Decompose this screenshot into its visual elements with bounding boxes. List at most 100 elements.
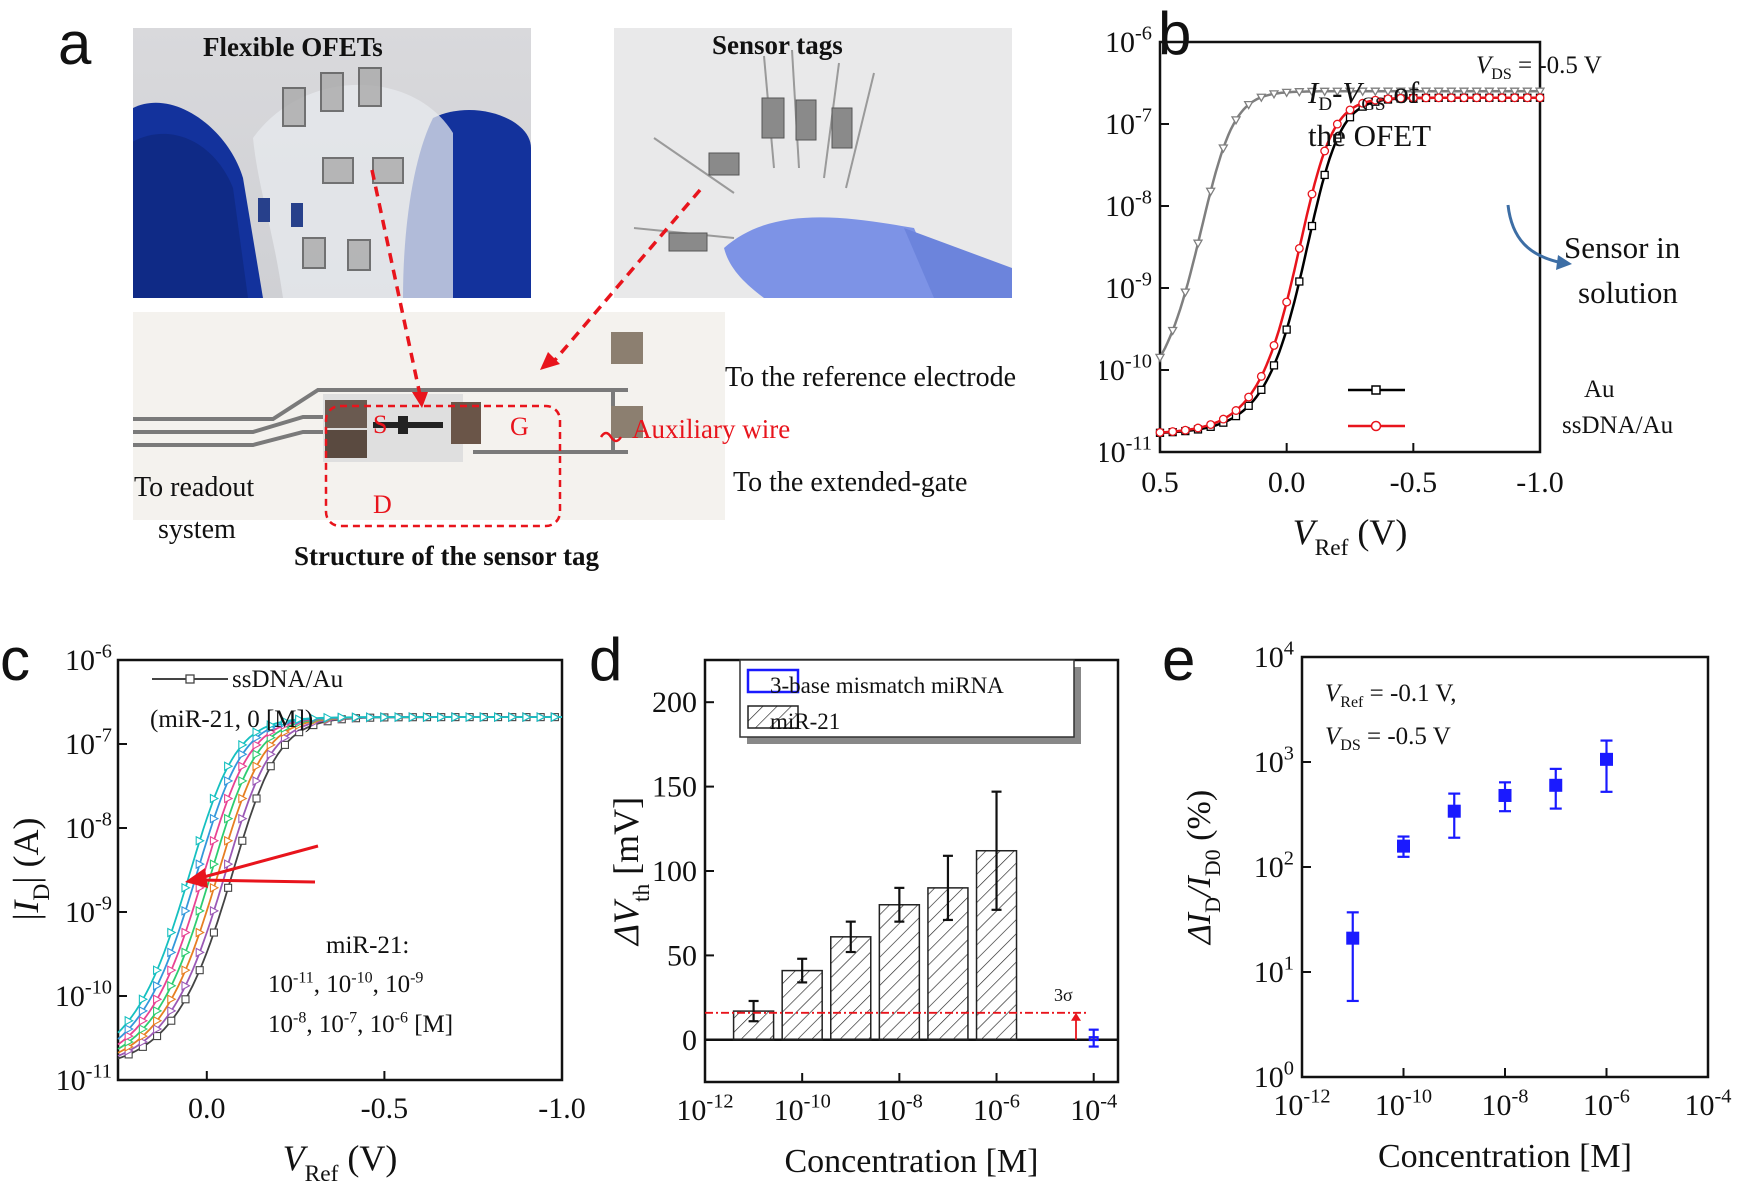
b-annot-arrowhead (1556, 255, 1572, 270)
c-point (479, 712, 490, 723)
to-extended-gate-label: To the extended-gate (733, 467, 968, 498)
e-xtick-label: 10-4 (1685, 1085, 1732, 1122)
c-conc-exp: -9 (410, 970, 424, 987)
c-point (195, 927, 205, 938)
b-point-ssdna (1256, 371, 1266, 381)
b-point-gray (1205, 187, 1216, 197)
e-cond-vsub: Ref (1340, 694, 1364, 711)
e-point (1600, 752, 1613, 766)
c-point (195, 966, 204, 975)
e-xtick-label-exp: -12 (1303, 1085, 1330, 1107)
b-point-gray (1420, 87, 1432, 97)
c-point (138, 1037, 149, 1047)
c-point (181, 995, 190, 1004)
b-vds-v: V (1476, 52, 1492, 79)
c-yaxis-title-sub: D (29, 884, 55, 901)
c-ytick-label: 10-9 (65, 892, 112, 929)
e-xtick-label-exp: -4 (1715, 1085, 1732, 1107)
c-ytick-label-base: 10 (65, 812, 95, 845)
c-point (323, 712, 333, 723)
d-xtick-label-base: 10 (774, 1094, 804, 1127)
c-point (209, 928, 218, 937)
c-point (224, 859, 234, 870)
c-legend-marker (185, 674, 195, 684)
c-conc-label: 10-9 (385, 970, 424, 999)
b-point-ssdna (1155, 428, 1165, 437)
b-ytick-label: 10-10 (1100, 350, 1152, 387)
c-point (195, 905, 205, 916)
c-point (153, 980, 163, 991)
c-point (252, 727, 262, 738)
b-point-ssdna (1446, 93, 1456, 103)
e-ytick-label-base: 10 (1254, 851, 1284, 884)
b-ytick-label: 10-7 (1105, 104, 1152, 141)
c-xaxis-title: VRef (V) (283, 1138, 398, 1181)
to-reference-label: To the reference electrode (725, 362, 1017, 393)
b-point-ssdna (1218, 414, 1228, 424)
c-point (252, 739, 262, 750)
d-xtick-label-exp: -6 (1003, 1090, 1020, 1112)
photo-sensor-tags: Sensor tags (614, 28, 1012, 298)
d-legend-mismatch: 3-base mismatch miRNA (770, 673, 1004, 698)
c-xaxis-title-main: V (283, 1138, 309, 1178)
b-ytick-label-exp: -8 (1135, 186, 1152, 208)
aux-wire-label: Auxiliary wire (632, 414, 791, 444)
c-point (209, 859, 220, 870)
b-point-gray (1319, 87, 1330, 97)
b-ytick-label-exp: -7 (1135, 104, 1152, 126)
b-point-ssdna (1484, 93, 1494, 103)
e-ytick-label-exp: 2 (1284, 847, 1294, 869)
c-point (138, 1031, 149, 1041)
b-xtick-label: 0.0 (1268, 466, 1306, 499)
c-point (138, 1005, 149, 1016)
c-point (437, 712, 447, 723)
c-point (209, 813, 220, 824)
c-ytick-label-base: 10 (65, 644, 95, 677)
to-readout-label-2: system (158, 514, 236, 545)
sensor-tags-illustration (633, 49, 1012, 298)
c-point (266, 720, 276, 730)
b-ytick-label-exp: -9 (1135, 268, 1152, 290)
e-ytick-label: 103 (1254, 742, 1294, 779)
c-ytick-label: 10-7 (65, 724, 112, 761)
c-conc-label: 10-10, (326, 970, 386, 999)
c-point (181, 965, 191, 976)
d-yaxis-title-after: [mV] (606, 797, 646, 884)
c-point (124, 1031, 134, 1041)
to-readout-label-1: To readout (134, 472, 255, 503)
c-point (351, 712, 362, 723)
c-point (238, 761, 248, 772)
c-point (167, 980, 177, 991)
c-conc-exp: -10 (351, 970, 373, 987)
c-conc-label: 10-8, (268, 1010, 319, 1039)
b-point-gray (1433, 87, 1444, 97)
b-xaxis-title-after: (V) (1348, 512, 1407, 552)
c-point (238, 836, 247, 845)
b-point-ssdna (1358, 98, 1368, 108)
e-point (1346, 931, 1360, 945)
c-point (522, 712, 532, 723)
panel-letter-d: d (589, 626, 623, 693)
b-title: ID-VGS of the OFET (1308, 74, 1431, 156)
d-xtick-label-exp: -8 (906, 1090, 923, 1112)
aux-wire-tilde (599, 431, 623, 443)
e-ytick-label-exp: 1 (1284, 952, 1294, 974)
c-point (224, 883, 233, 892)
c-point (138, 1015, 149, 1026)
d-xtick-label-base: 10 (876, 1094, 906, 1127)
b-point-ssdna (1320, 146, 1330, 156)
b-point-gray (1344, 87, 1356, 97)
label-d: D (373, 490, 392, 519)
e-cond-rest2: = -0.5 V (1360, 723, 1451, 750)
photo1-caption: Flexible OFETs (203, 32, 383, 62)
b-point-gray (1357, 87, 1368, 97)
d-xaxis-title: Concentration [M] (785, 1143, 1039, 1180)
b-title-of: of (1385, 75, 1420, 110)
label-s: S (373, 410, 388, 439)
e-ytick-label-exp: 4 (1284, 637, 1294, 659)
b-ytick-label-exp: -11 (1126, 432, 1152, 454)
b-vds-label: VDS = -0.5 V (1476, 52, 1602, 84)
b-point-gray (1256, 93, 1267, 103)
c-point (224, 813, 234, 824)
b-ytick-label-base: 10 (1100, 436, 1126, 469)
